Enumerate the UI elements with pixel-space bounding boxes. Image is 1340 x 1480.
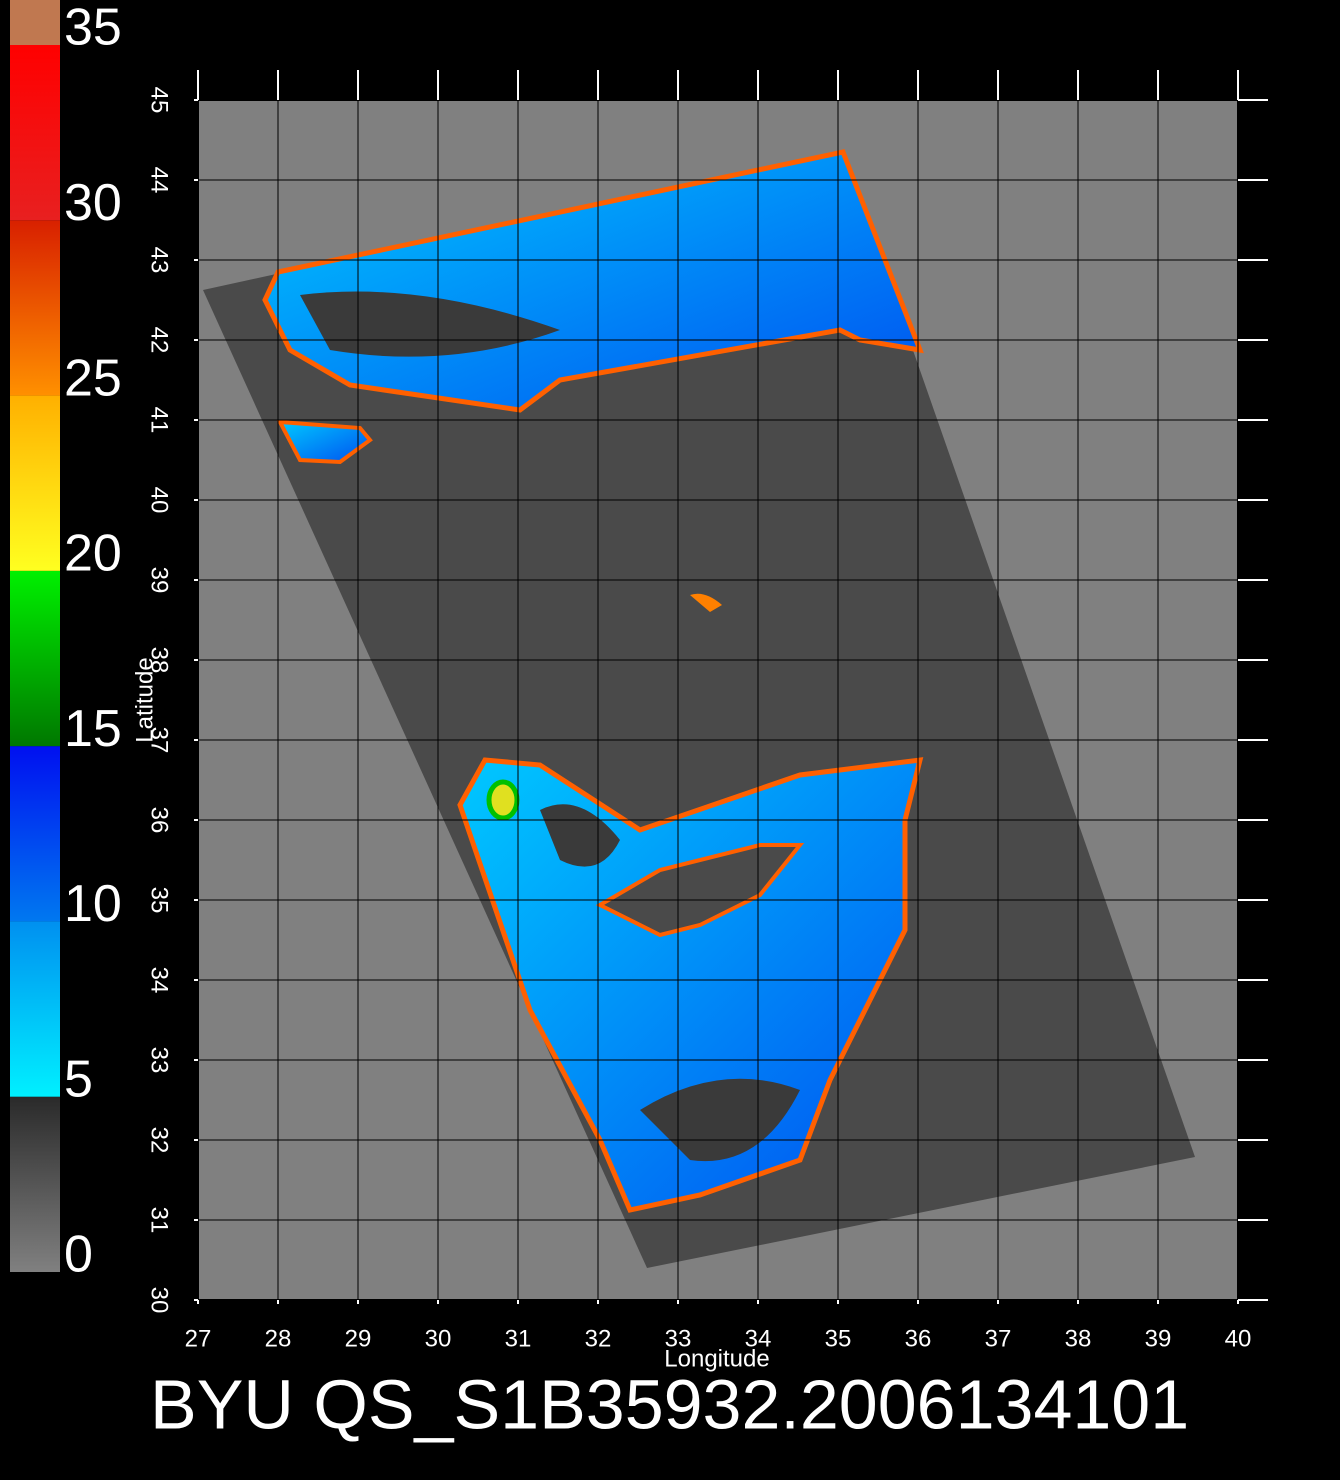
colorbar-tick-label: 35 (64, 0, 122, 57)
x-tick-label: 30 (425, 1325, 452, 1352)
y-tick-label: 39 (146, 567, 173, 594)
y-tick-label: 30 (146, 1287, 173, 1314)
colorbar-segment (10, 395, 60, 571)
title: BYU QS_S1B35932.2006134101 (150, 1365, 1189, 1443)
x-tick-label: 32 (585, 1325, 612, 1352)
colorbar-segment (10, 570, 60, 747)
swath (203, 149, 1195, 1268)
x-tick-label: 34 (745, 1325, 772, 1352)
island (690, 593, 722, 612)
colorbar-segment (10, 746, 60, 922)
x-tick-label: 28 (265, 1325, 292, 1352)
x-tick-label: 27 (185, 1325, 212, 1352)
colorbar-tick-label: 0 (64, 1226, 93, 1284)
colorbar-segment (10, 921, 60, 1097)
marmara-sea (276, 419, 373, 465)
y-axis-label: Latitude (131, 657, 158, 742)
y-tick-label: 43 (146, 247, 173, 274)
colorbar-segment (10, 220, 60, 396)
y-tick-label: 34 (146, 967, 173, 994)
x-tick-label: 29 (345, 1325, 372, 1352)
x-tick-label: 39 (1145, 1325, 1172, 1352)
colorbar-segment (10, 1096, 60, 1272)
cyprus (595, 843, 805, 938)
swath-area (203, 150, 1195, 1268)
colorbar-tick-label: 30 (64, 174, 122, 232)
x-tick-label: 40 (1225, 1325, 1252, 1352)
colorbar-segment (10, 45, 60, 221)
land-shadow (640, 1078, 800, 1162)
y-tick-label: 42 (146, 327, 173, 354)
x-tick-label: 36 (905, 1325, 932, 1352)
colorbar-tick-label: 10 (64, 875, 122, 933)
y-tick-label: 35 (146, 887, 173, 914)
grid (197, 99, 1239, 1301)
colorbar-tick-label: 5 (64, 1050, 93, 1108)
y-tick-label: 44 (146, 167, 173, 194)
y-tick-label: 31 (146, 1207, 173, 1234)
y-tick-label: 41 (146, 407, 173, 434)
y-tick-label: 38 (146, 647, 173, 674)
colorbar-tick-label: 20 (64, 525, 122, 583)
x-tick-label: 33 (665, 1325, 692, 1352)
y-tick-label: 36 (146, 807, 173, 834)
x-tick-label: 37 (985, 1325, 1012, 1352)
y-tick-label: 40 (146, 487, 173, 514)
hotspot (486, 779, 520, 821)
colorbar-overflow (10, 0, 60, 45)
colorbar-tick-label: 25 (64, 349, 122, 407)
y-tick-label: 45 (146, 87, 173, 114)
x-tick-label: 38 (1065, 1325, 1092, 1352)
plot-frame (197, 99, 1239, 1301)
y-tick-label: 37 (146, 727, 173, 754)
y-tick-label: 32 (146, 1127, 173, 1154)
mediterranean (457, 757, 924, 1213)
x-tick-label: 31 (505, 1325, 532, 1352)
colorbar-tick-label: 15 (64, 700, 122, 758)
x-tick-label: 35 (825, 1325, 852, 1352)
y-tick-label: 33 (146, 1047, 173, 1074)
x-axis-label: Longitude (664, 1345, 769, 1372)
